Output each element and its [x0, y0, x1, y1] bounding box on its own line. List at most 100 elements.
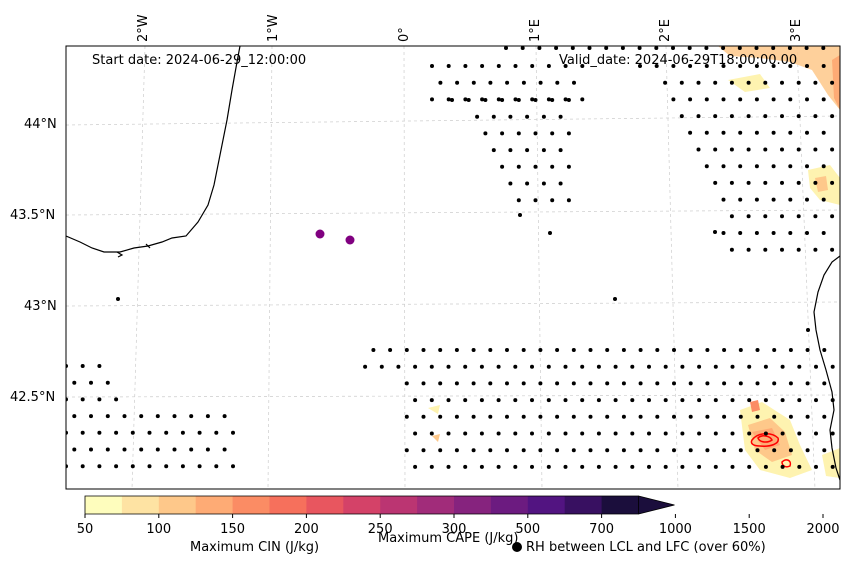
rh-dot — [563, 398, 568, 403]
rh-dot — [479, 431, 484, 436]
rh-dot — [788, 448, 793, 453]
rh-dot — [780, 114, 784, 119]
rh-dot — [413, 364, 418, 369]
rh-dot — [796, 180, 801, 185]
rh-dot — [546, 64, 551, 68]
rh-dot — [555, 448, 560, 453]
rh-dot — [738, 97, 743, 102]
rh-dot — [421, 414, 426, 419]
rh-dot — [697, 364, 702, 369]
rh-dot — [663, 431, 668, 436]
rh-dot — [588, 414, 593, 419]
colorbar-outline — [84, 495, 639, 515]
rh-dot — [713, 114, 718, 119]
rh-dot — [566, 164, 571, 169]
rh-dot — [780, 398, 785, 403]
rh-dot — [638, 381, 643, 386]
rh-dot — [518, 213, 522, 217]
rh-dot — [654, 64, 659, 68]
rh-dot — [563, 364, 568, 369]
rh-dot — [463, 97, 468, 102]
rh-dot — [496, 97, 501, 102]
rh-dot — [530, 431, 534, 436]
colorbar-segment — [121, 496, 160, 514]
rh-dot — [488, 414, 493, 419]
rh-dot — [516, 198, 521, 203]
rh-dot — [114, 430, 119, 435]
rh-dot — [496, 398, 501, 403]
rh-dot — [429, 431, 434, 436]
rh-dot — [114, 464, 119, 469]
rh-dot — [605, 381, 610, 386]
rh-dot — [231, 430, 235, 435]
rh-dot — [747, 431, 752, 436]
rh-dot — [533, 164, 538, 169]
rh-dot — [680, 431, 685, 436]
rh-dot — [471, 348, 476, 352]
rh-dot — [521, 448, 526, 453]
rh-dot — [780, 464, 785, 469]
rh-dot — [500, 131, 505, 136]
rh-dot — [655, 414, 660, 419]
lon-label: 2°E — [658, 19, 673, 42]
rh-dot — [605, 414, 610, 419]
rh-dot — [805, 231, 809, 235]
rh-dot — [563, 64, 568, 68]
rh-dot — [763, 180, 768, 185]
rh-dot — [696, 147, 701, 152]
rh-dot — [521, 80, 526, 85]
rh-dot — [538, 381, 543, 386]
rh-dot — [738, 348, 743, 352]
rh-dot — [772, 448, 777, 453]
rh-dot — [755, 448, 760, 453]
rh-dot — [214, 430, 219, 435]
rh-dot — [471, 381, 476, 386]
rh-dot — [516, 131, 521, 136]
rh-dot — [621, 414, 626, 419]
rh-dot — [571, 448, 576, 453]
rh-dot — [488, 381, 493, 386]
rh-dot — [655, 381, 660, 386]
lat-label: 42.5°N — [10, 390, 55, 405]
rh-dot — [513, 97, 518, 102]
rh-dot — [788, 414, 793, 419]
rh-dot — [696, 80, 701, 85]
rh-dot — [805, 130, 809, 135]
rh-dot — [463, 398, 468, 403]
rh-dot — [550, 198, 555, 203]
rh-dot — [814, 398, 818, 403]
rh-dot — [797, 431, 802, 436]
rh-dot — [404, 448, 409, 453]
rh-dot — [97, 430, 102, 435]
rh-dot — [446, 64, 451, 68]
rh-dot — [588, 381, 593, 386]
rh-dot — [483, 98, 488, 102]
rh-dot — [105, 414, 110, 419]
rh-dot — [463, 431, 468, 436]
rh-dot — [637, 46, 642, 50]
rh-dot — [97, 397, 102, 402]
rh-dot — [763, 398, 768, 403]
rh-dot — [729, 147, 734, 152]
rh-dot — [780, 247, 784, 252]
rh-dot — [821, 97, 826, 102]
rh-dot — [729, 114, 734, 119]
rh-dot — [555, 80, 560, 85]
rh-dot — [687, 46, 692, 50]
rh-dot — [533, 198, 538, 203]
rh-dot — [530, 64, 535, 68]
rh-dot — [488, 448, 493, 453]
rh-dot — [796, 80, 801, 85]
rh-dot — [538, 414, 543, 419]
rh-dot — [513, 64, 518, 68]
rh-dot — [454, 381, 459, 386]
longitude-axis: 2°W 1°W 0° 1°E 2°E 3°E — [136, 14, 804, 42]
rh-dot — [122, 414, 127, 419]
rh-dot — [521, 414, 526, 419]
rh-dot — [713, 431, 718, 436]
rh-dot — [747, 464, 752, 469]
rh-dot — [554, 46, 559, 50]
rh-dot — [438, 80, 443, 85]
colorbar-segment — [306, 496, 344, 514]
colorbar-segment — [601, 496, 639, 514]
